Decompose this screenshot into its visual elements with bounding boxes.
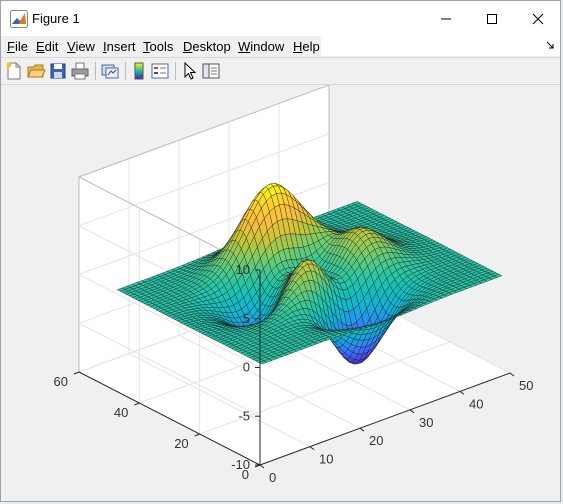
z-tick-label: 0 (243, 360, 250, 375)
y-tick-label: 40 (114, 405, 128, 420)
property-inspector-icon[interactable] (201, 61, 221, 81)
toolbar-separator (175, 62, 176, 80)
window-title: Figure 1 (32, 11, 80, 26)
edit-plot-icon[interactable] (180, 61, 200, 81)
insert-legend-icon[interactable] (150, 61, 170, 81)
menu-file[interactable]: File (7, 39, 28, 54)
y-axis-line (78, 371, 261, 466)
menu-help[interactable]: Help (293, 39, 320, 54)
menu-bar-strip (321, 36, 560, 56)
menu-insert[interactable]: Insert (103, 39, 136, 54)
title-bar[interactable]: Figure 1 (1, 1, 560, 36)
close-button[interactable] (515, 1, 561, 36)
insert-colorbar-icon[interactable] (129, 61, 149, 81)
menu-desktop[interactable]: Desktop (183, 39, 231, 54)
y-tick-mark (73, 371, 80, 375)
y-tick-mark (134, 402, 140, 406)
z-tick-label: -10 (231, 457, 250, 472)
y-tick-mark (194, 433, 200, 437)
x-tick-label: 10 (319, 452, 333, 467)
maximize-icon (487, 13, 497, 24)
maximize-button[interactable] (469, 1, 515, 36)
toolbar-separator (125, 62, 126, 80)
surface-patch (493, 273, 503, 278)
x-tick-label: 20 (369, 433, 383, 448)
y-tick-label: 60 (54, 374, 68, 389)
dock-arrow-icon[interactable] (546, 41, 554, 49)
z-tick-label: -5 (238, 408, 250, 423)
matlab-logo-icon (10, 10, 28, 28)
menu-tools[interactable]: Tools (143, 39, 174, 54)
y-tick-label: 0 (242, 467, 249, 482)
open-file-icon[interactable] (26, 61, 46, 81)
menu-bar: File Edit View Insert Tools Desktop Wind… (1, 36, 560, 58)
toolbar-separator (95, 62, 96, 80)
x-tick-label: 0 (269, 470, 276, 485)
x-axis-line (259, 372, 511, 466)
x-tick-mark (459, 390, 465, 395)
menu-edit[interactable]: Edit (36, 39, 59, 54)
minimize-icon (441, 18, 451, 19)
close-icon (532, 13, 544, 24)
x-tick-label: 40 (469, 396, 483, 411)
figure-toolbar (1, 58, 560, 85)
x-tick-mark (309, 446, 315, 451)
x-tick-mark (409, 409, 415, 414)
x-tick-mark (509, 372, 515, 377)
x-tick-mark (259, 464, 265, 469)
x-tick-label: 30 (419, 415, 433, 430)
x-tick-label: 50 (519, 378, 533, 393)
new-figure-icon[interactable] (4, 61, 24, 81)
save-icon[interactable] (48, 61, 68, 81)
print-icon[interactable] (70, 61, 90, 81)
x-tick-mark (359, 427, 365, 432)
minimize-button[interactable] (423, 1, 469, 36)
peaks-surface[interactable] (116, 183, 503, 365)
link-plot-icon[interactable] (100, 61, 120, 81)
y-tick-label: 20 (174, 436, 188, 451)
box-edge (77, 85, 330, 280)
menu-view[interactable]: View (67, 39, 95, 54)
z-tick-label: 10 (236, 262, 250, 277)
z-tick-label: 5 (243, 311, 250, 326)
menu-window[interactable]: Window (238, 39, 285, 54)
